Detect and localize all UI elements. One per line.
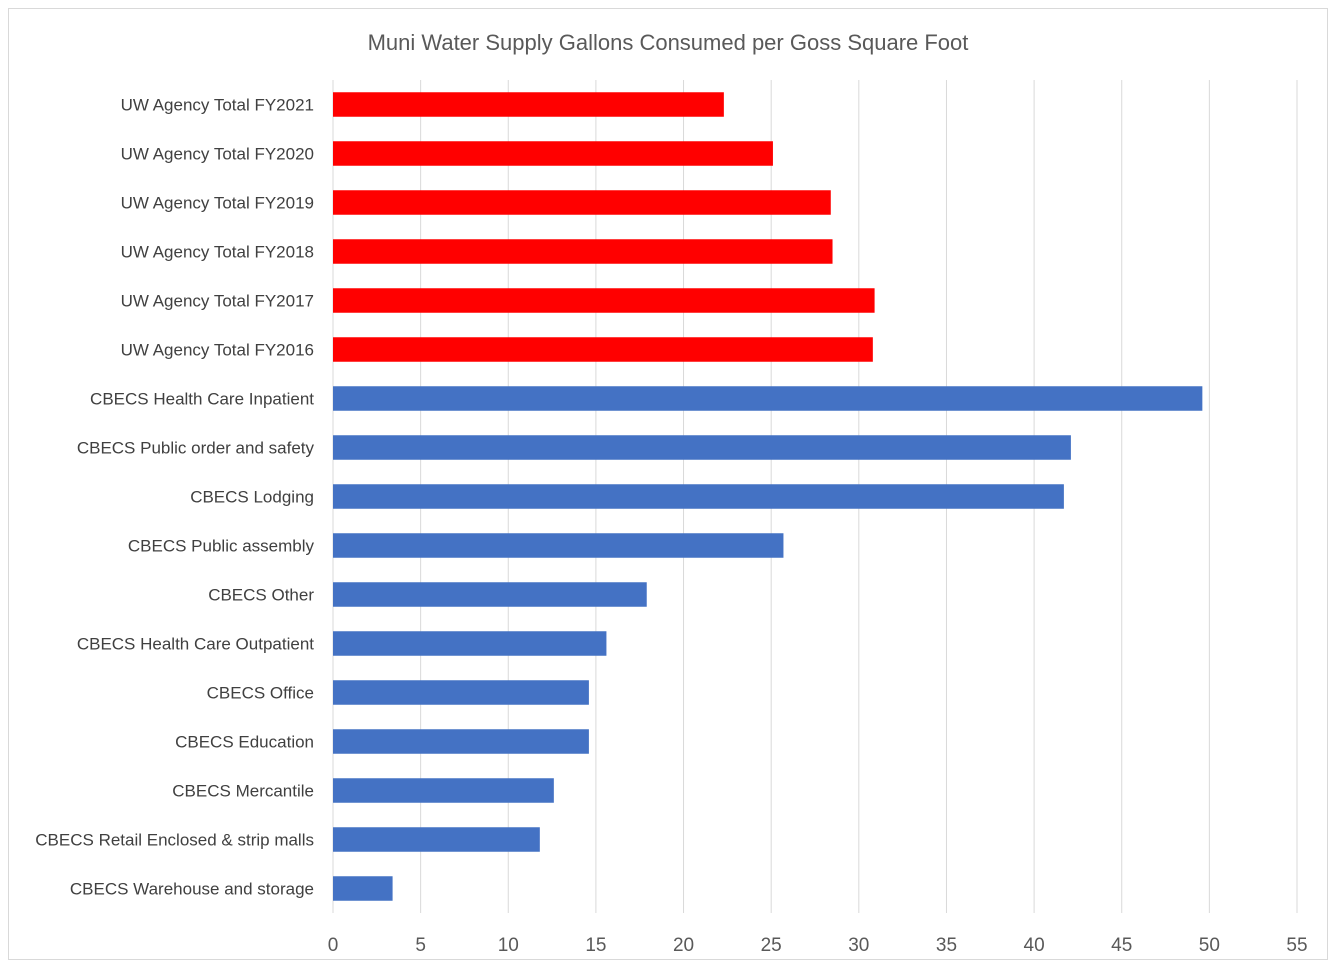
bar (333, 141, 773, 166)
category-labels: UW Agency Total FY2021 UW Agency Total FY… (35, 96, 314, 899)
category-label: CBECS Education (175, 733, 314, 752)
bar (333, 92, 724, 117)
x-tick-label: 20 (673, 935, 694, 956)
bar (333, 386, 1203, 411)
category-label: CBECS Office (207, 684, 314, 703)
bar (333, 680, 589, 705)
bar (333, 288, 875, 313)
category-label: UW Agency Total FY2016 (121, 341, 314, 360)
category-label: UW Agency Total FY2020 (121, 145, 314, 164)
category-label: CBECS Public assembly (128, 537, 315, 556)
category-label: CBECS Mercantile (172, 782, 314, 801)
category-label: CBECS Warehouse and storage (70, 880, 314, 899)
x-tick-label: 35 (936, 935, 957, 956)
x-tick-label: 45 (1111, 935, 1132, 956)
category-label: CBECS Lodging (190, 488, 314, 507)
bar (333, 876, 393, 901)
category-label: CBECS Other (208, 586, 314, 605)
x-tick-label: 10 (498, 935, 519, 956)
x-tick-label: 55 (1286, 935, 1307, 956)
bar (333, 337, 873, 362)
x-tick-label: 0 (328, 935, 339, 956)
bar (333, 190, 831, 215)
x-axis-tick-labels: 0 5 10 15 20 25 30 35 40 45 50 55 (328, 935, 1308, 956)
bar (333, 533, 784, 558)
x-tick-label: 50 (1199, 935, 1220, 956)
bar (333, 484, 1064, 509)
chart-frame (8, 8, 1328, 960)
x-tick-label: 25 (761, 935, 782, 956)
x-tick-label: 15 (585, 935, 606, 956)
category-label: CBECS Retail Enclosed & strip malls (35, 831, 314, 850)
category-label: UW Agency Total FY2017 (121, 292, 314, 311)
bar (333, 631, 607, 656)
bar (333, 827, 540, 852)
x-tick-label: 5 (415, 935, 426, 956)
category-label: UW Agency Total FY2019 (121, 194, 314, 213)
bar (333, 239, 833, 264)
bar (333, 729, 589, 754)
bar (333, 582, 647, 607)
x-tick-label: 30 (848, 935, 869, 956)
x-tick-label: 40 (1024, 935, 1045, 956)
category-label: CBECS Public order and safety (77, 439, 315, 458)
category-label: CBECS Health Care Outpatient (77, 635, 314, 654)
category-label: UW Agency Total FY2018 (121, 243, 314, 262)
category-label: UW Agency Total FY2021 (121, 96, 314, 115)
bar (333, 778, 554, 803)
bars (333, 92, 1203, 901)
category-label: CBECS Health Care Inpatient (90, 390, 314, 409)
chart-title: Muni Water Supply Gallons Consumed per G… (368, 30, 969, 55)
bar (333, 435, 1071, 460)
